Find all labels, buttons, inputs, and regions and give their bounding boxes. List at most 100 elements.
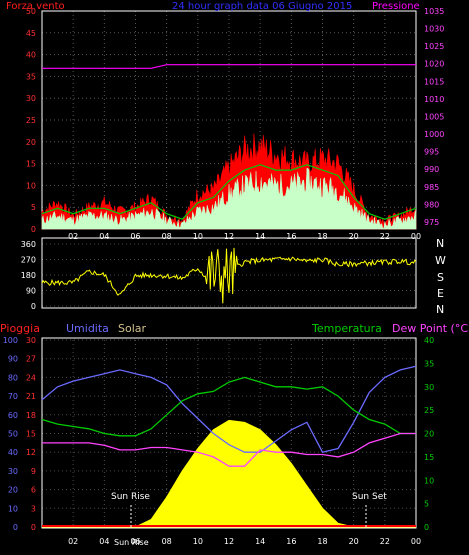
humidity-tick-label: 40	[8, 448, 18, 457]
pressure-tick-label: 1035	[424, 7, 444, 16]
chart-marks	[41, 64, 417, 528]
pressure-tick-label: 1025	[424, 42, 444, 51]
humidity-tick-label: 50	[8, 430, 18, 439]
compass-n-bottom: N	[436, 303, 444, 316]
dew-point-axis-title: Dew Point (°C)	[392, 322, 469, 335]
wind-direction-line	[41, 247, 417, 304]
temperature-tick-label: 40	[424, 336, 434, 345]
temperature-tick-label: 5	[424, 500, 429, 509]
wind-tick-label: 50	[26, 7, 36, 16]
rain-tick-label: 21	[26, 392, 36, 401]
bottom-x-tick-label: 20	[349, 537, 359, 546]
wind-tick-label: 5	[31, 203, 36, 212]
humidity-axis-title: Umidita	[66, 322, 109, 335]
temperature-axis-title: Temperatura	[311, 322, 382, 335]
direction-tick-label: 270	[21, 256, 36, 265]
direction-grid: 0 90 180 270 360	[21, 240, 416, 311]
rain-tick-label: 18	[26, 411, 36, 420]
top-grid: 0510152025303540455097598098599099510001…	[26, 7, 445, 241]
pressure-tick-label: 1030	[424, 25, 444, 34]
sun-rise-time-label: Sun Rise	[114, 538, 149, 547]
pressure-tick-label: 1000	[424, 130, 444, 139]
pressure-line	[42, 64, 416, 69]
wind-average-line	[41, 164, 417, 220]
solar-axis-title: Solar	[118, 322, 147, 335]
rain-tick-label: 0	[31, 523, 36, 532]
top-x-tick-label: 00	[411, 232, 421, 241]
top-x-tick-label: 16	[286, 232, 296, 241]
humidity-tick-label: 30	[8, 467, 18, 476]
humidity-tick-label: 70	[8, 392, 18, 401]
bottom-x-tick-label: 16	[286, 537, 296, 546]
humidity-tick-label: 20	[8, 486, 18, 495]
temperature-tick-label: 15	[424, 453, 434, 462]
rain-tick-label: 24	[26, 373, 36, 382]
top-x-tick-label: 22	[380, 232, 390, 241]
rain-tick-label: 30	[26, 336, 36, 345]
rain-tick-label: 3	[31, 504, 36, 513]
wind-average-area	[41, 167, 417, 230]
rain-tick-label: 27	[26, 355, 36, 364]
temperature-line	[41, 376, 416, 437]
wind-tick-label: 10	[26, 181, 36, 190]
pressure-tick-label: 1015	[424, 77, 444, 86]
bottom-x-tick-label: 12	[224, 537, 234, 546]
bottom-x-tick-label: 06	[130, 537, 140, 546]
rain-tick-label: 15	[26, 430, 36, 439]
top-x-tick-label: 08	[162, 232, 172, 241]
chart-title: 24 hour graph data 06 Giugno 2015	[172, 1, 352, 12]
direction-tick-label: 360	[21, 240, 36, 249]
pressure-tick-label: 985	[424, 183, 439, 192]
bottom-x-tick-label: 02	[68, 537, 78, 546]
solar-area	[42, 419, 416, 528]
sun-rise-label: Sun Rise	[111, 492, 150, 502]
rain-tick-label: 9	[31, 467, 36, 476]
bottom-x-tick-label: 10	[193, 537, 203, 546]
humidity-line	[41, 365, 417, 453]
humidity-tick-label: 60	[8, 411, 18, 420]
bottom-x-tick-label: 00	[411, 537, 421, 546]
temperature-tick-label: 30	[424, 383, 434, 392]
top-x-tick-label: 04	[99, 232, 109, 241]
temperature-tick-label: 20	[424, 430, 434, 439]
top-x-tick-label: 02	[68, 232, 78, 241]
direction-panel-frame	[41, 237, 417, 309]
wind-tick-label: 30	[26, 94, 36, 103]
bottom-x-tick-label: 18	[317, 537, 327, 546]
compass-s: S	[437, 271, 444, 284]
wind-tick-label: 15	[26, 160, 36, 169]
bottom-x-tick-label: 22	[380, 537, 390, 546]
bottom-grid: 0102030405060708090100036912151821242730…	[3, 336, 434, 546]
top-x-tick-label: 10	[193, 232, 203, 241]
bottom-x-tick-label: 04	[99, 537, 109, 546]
temperature-tick-label: 25	[424, 406, 434, 415]
compass-w: W	[435, 254, 446, 267]
pressure-tick-label: 990	[424, 165, 439, 174]
wind-tick-label: 35	[26, 72, 36, 81]
pressure-tick-label: 995	[424, 148, 439, 157]
pressure-axis-title: Pressione	[372, 1, 420, 12]
wind-tick-label: 20	[26, 138, 36, 147]
dew-point-line	[42, 432, 416, 467]
top-x-tick-label: 12	[224, 232, 234, 241]
bottom-x-tick-label: 14	[255, 537, 265, 546]
temperature-tick-label: 35	[424, 359, 434, 368]
top-x-tick-label: 14	[255, 232, 265, 241]
wind-axis-title: Forza vento	[6, 1, 65, 12]
rain-axis-title: Pioggia	[0, 322, 40, 335]
direction-tick-label: 0	[31, 302, 36, 311]
humidity-tick-label: 90	[8, 355, 18, 364]
top-x-tick-label: 20	[349, 232, 359, 241]
compass-n-top: N	[436, 237, 444, 250]
wind-tick-label: 0	[31, 225, 36, 234]
pressure-tick-label: 980	[424, 200, 439, 209]
rain-tick-label: 6	[31, 486, 36, 495]
pressure-tick-label: 975	[424, 218, 439, 227]
temperature-tick-label: 10	[424, 476, 434, 485]
wind-tick-label: 25	[26, 116, 36, 125]
compass-e: E	[437, 287, 444, 300]
direction-tick-label: 180	[21, 271, 36, 280]
humidity-tick-label: 10	[8, 504, 18, 513]
sun-set-label: Sun Set	[352, 492, 387, 502]
